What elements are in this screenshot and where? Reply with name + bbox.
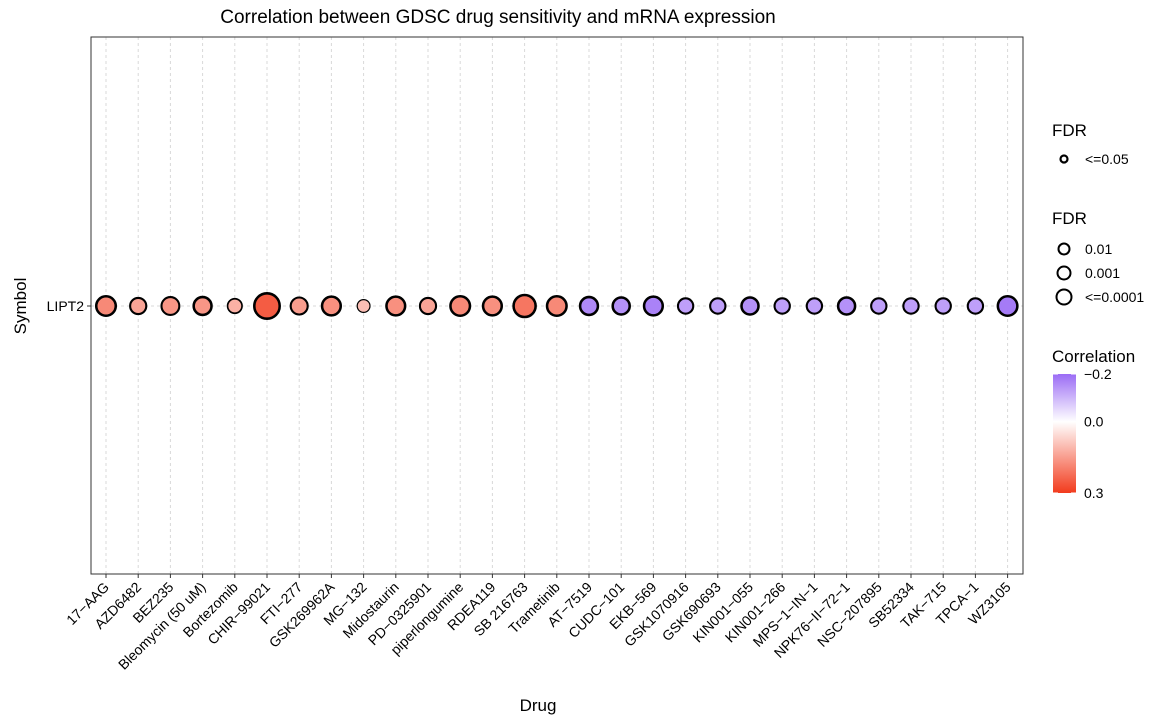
legend-fdr-keys: 0.01 0.001 <=0.0001 xyxy=(1055,241,1144,306)
legend-fdr-label: 0.001 xyxy=(1085,265,1120,281)
data-point xyxy=(836,296,857,316)
y-axis-label: Symbol xyxy=(11,278,30,335)
data-point xyxy=(192,295,213,317)
legend-fdr-label: <=0.0001 xyxy=(1085,289,1144,305)
plot-panel xyxy=(90,36,1024,575)
legend-correlation-ticks: −0.2 0.0 0.3 xyxy=(1053,366,1112,501)
data-point xyxy=(709,297,727,315)
legend-fdr-outline-title: FDR xyxy=(1052,121,1087,140)
y-axis: LIPT2 xyxy=(47,298,91,314)
legend-fdr-outline-label: <=0.05 xyxy=(1085,151,1129,167)
legend-fdr-outline-key xyxy=(1059,154,1069,164)
grid-lines xyxy=(91,37,1023,574)
data-point xyxy=(320,295,343,317)
data-point xyxy=(966,297,985,315)
legend-fdr-key xyxy=(1057,242,1071,256)
colorbar-label: −0.2 xyxy=(1084,366,1112,382)
legend-fdr-label: 0.01 xyxy=(1085,241,1112,257)
chart-title: Correlation between GDSC drug sensitivit… xyxy=(220,7,775,28)
legend-fdr-key xyxy=(1055,288,1073,306)
data-point xyxy=(449,294,472,318)
data-point xyxy=(129,296,148,316)
data-point xyxy=(385,295,407,317)
data-points xyxy=(94,292,1019,320)
data-point xyxy=(356,299,371,314)
x-axis-label: Drug xyxy=(520,696,557,715)
colorbar-label: 0.3 xyxy=(1084,485,1104,501)
data-point xyxy=(934,297,952,315)
legend-fdr-title: FDR xyxy=(1052,209,1087,228)
data-point xyxy=(902,297,920,315)
data-point xyxy=(418,296,438,316)
data-point xyxy=(545,294,568,318)
data-point xyxy=(226,297,243,315)
data-point xyxy=(253,292,281,320)
colorbar-label: 0.0 xyxy=(1084,414,1104,430)
data-point xyxy=(481,295,504,317)
legend-correlation-colorbar xyxy=(1053,374,1076,493)
data-point xyxy=(773,297,791,315)
legend-correlation-title: Correlation xyxy=(1052,347,1135,366)
data-point xyxy=(996,294,1019,318)
data-point xyxy=(611,296,631,316)
data-point xyxy=(160,296,181,316)
data-point xyxy=(578,295,600,317)
data-point xyxy=(740,296,760,316)
data-point xyxy=(805,297,824,315)
data-point xyxy=(642,295,665,317)
y-tick-label: LIPT2 xyxy=(47,298,85,314)
data-point xyxy=(870,297,888,315)
data-point xyxy=(512,293,537,319)
data-point xyxy=(289,296,309,316)
legend-fdr-key xyxy=(1056,265,1072,281)
legend: FDR <=0.05 FDR 0.01 0.001 <=0.0001 Correla… xyxy=(1052,121,1144,501)
data-point xyxy=(676,297,695,315)
data-point xyxy=(94,294,118,318)
